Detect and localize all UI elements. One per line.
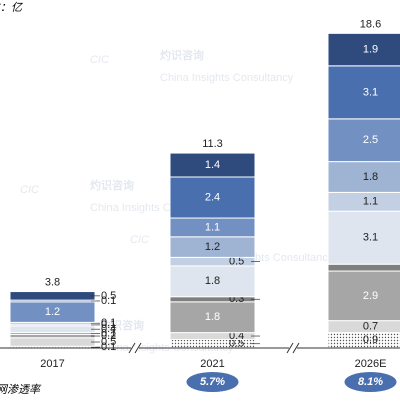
- segment-label: 2.5: [363, 134, 378, 146]
- watermark-logo: CIC: [20, 184, 39, 196]
- segment-label: 1.1: [363, 196, 378, 208]
- segment-label: 1.1: [205, 221, 220, 233]
- unit-label: 单位：亿: [0, 1, 24, 14]
- watermark: CIC 灼识咨询 China Insights Consultancy: [90, 48, 294, 84]
- segment-label: 0.1: [101, 317, 116, 329]
- total-label: 3.8: [45, 276, 60, 288]
- segment-label: 1.8: [363, 171, 378, 183]
- growth-badge: [186, 372, 239, 392]
- bar-segment: [9, 337, 96, 347]
- segment-label: 3.1: [363, 86, 378, 98]
- axis-break: [134, 342, 142, 354]
- total-label: 18.6: [360, 18, 381, 30]
- growth-badge: [344, 372, 397, 392]
- bar-segment: [9, 333, 96, 339]
- bar-segment: [327, 210, 400, 265]
- bar-segment: [327, 32, 400, 67]
- bar-segment: [9, 291, 96, 301]
- growth-label: 8.1%: [358, 376, 383, 388]
- segment-label: 0.1: [101, 327, 116, 339]
- bar-segment: [327, 263, 400, 272]
- segment-label: 3.1: [363, 232, 378, 244]
- axis-break-gap: [131, 342, 139, 354]
- segment-label: 0.5: [229, 338, 244, 350]
- watermark-name: 灼识咨询: [100, 318, 144, 332]
- growth-label: 5.7%: [200, 376, 225, 388]
- segment-label: 0.7: [363, 321, 378, 333]
- bar-segment: [169, 152, 256, 178]
- segment-label: 1.2: [205, 241, 220, 253]
- segment-label: 0.5: [101, 336, 116, 348]
- segment-label: 1.4: [205, 159, 220, 171]
- axis-break: [286, 342, 294, 354]
- segment-label: 1.9: [363, 44, 378, 56]
- watermark-name: 灼识咨询: [160, 48, 204, 62]
- x-tick-label: 2017: [40, 358, 64, 370]
- axis-break-gap: [289, 342, 297, 354]
- segment-label: 0.1: [101, 295, 116, 307]
- segment-label: 0.9: [363, 334, 378, 346]
- segment-label: 0.2: [101, 330, 116, 342]
- segment-label: 1.2: [45, 306, 60, 318]
- watermark-logo: CIC: [90, 54, 109, 66]
- axis-break: [128, 342, 136, 354]
- segment-label: 1.8: [205, 311, 220, 323]
- total-label: 11.3: [202, 138, 223, 150]
- segment-label: 2.4: [205, 191, 220, 203]
- segment-label: 2.9: [363, 290, 378, 302]
- watermark-en: China Insights Consultancy: [160, 72, 294, 84]
- watermark-name: 灼识咨询: [90, 178, 134, 192]
- axis-break: [292, 342, 300, 354]
- bar-segment: [327, 65, 400, 120]
- bar-segment: [9, 325, 96, 334]
- segment-label: 0.1: [101, 319, 116, 331]
- segment-label: 1.8: [205, 275, 220, 287]
- segment-label: 0.1: [101, 341, 116, 353]
- segment-label: 0.5: [229, 256, 244, 268]
- segment-label: 0.4: [101, 323, 116, 335]
- segment-label: 0.5: [101, 290, 116, 302]
- x-tick-label: 2026E: [355, 358, 387, 370]
- bar-segment: [169, 176, 256, 219]
- x-tick-label: 2021: [200, 358, 224, 370]
- watermark-logo: CIC: [130, 234, 149, 246]
- bar-segment: [169, 301, 256, 334]
- footnote: 网渗透率: [0, 383, 42, 396]
- bar-segment: [327, 270, 400, 322]
